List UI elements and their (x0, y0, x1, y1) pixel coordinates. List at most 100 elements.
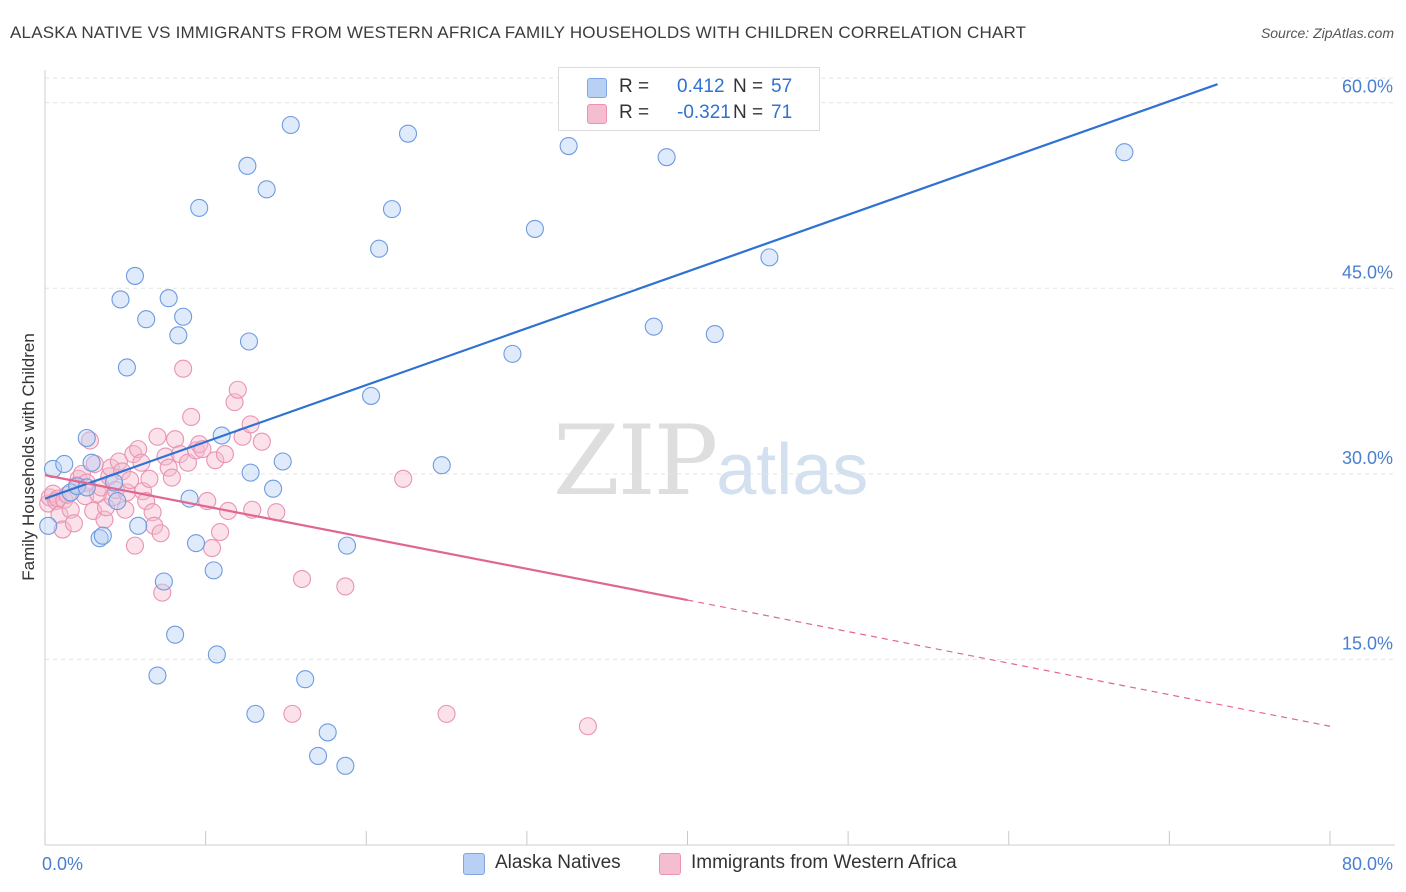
alaska-native-point (55, 454, 74, 474)
western-africa-point (203, 539, 222, 558)
n-label: N = (733, 76, 764, 97)
alaska-native-point (137, 310, 156, 329)
x-tick-label: 80.0% (1342, 854, 1393, 874)
alaska-native-point (264, 479, 283, 498)
western-africa-point (211, 522, 230, 542)
western-africa-point (143, 503, 162, 522)
r-value: 0.412 (677, 76, 725, 97)
watermark-zip: ZIP (553, 405, 718, 517)
alaska-native-point (111, 290, 130, 309)
alaska-native-point (204, 561, 223, 580)
western-africa-point (336, 577, 355, 596)
western-africa-point (151, 524, 170, 543)
western-africa-trendline-extension (687, 599, 1331, 727)
alaska-native-point (77, 428, 96, 448)
alaska-native-point (82, 453, 101, 472)
alaska-native-point (559, 136, 578, 156)
alaska-native-point (273, 452, 292, 471)
alaska-native-point (39, 516, 58, 535)
alaska-native-point (246, 704, 265, 723)
r-value: -0.321 (677, 102, 731, 123)
alaska-native-point (432, 456, 451, 475)
watermark: ZIPatlas (553, 405, 868, 517)
western-africa-point (394, 469, 413, 488)
western-africa-point (182, 407, 201, 427)
alaska-native-point (129, 516, 148, 535)
series-legend: Alaska Natives Immigrants from Western A… (0, 852, 1406, 876)
western-africa-point (578, 717, 597, 736)
y-tick-label: 15.0% (1342, 633, 1393, 653)
western-africa-point (174, 359, 193, 378)
western-africa-trendline (44, 474, 688, 602)
western-africa-point (96, 498, 116, 517)
alaska-native-point (117, 358, 136, 377)
alaska-native-point (238, 156, 257, 175)
western-africa-point (64, 514, 83, 533)
correlation-legend: R = 0.412 N = 57 R = -0.321 N = 71 (558, 67, 820, 131)
alaska-native-point (337, 536, 357, 555)
alaska-native-point (398, 124, 418, 143)
alaska-native-point (174, 307, 193, 326)
blue-swatch (463, 853, 485, 875)
alaska-native-point (309, 746, 328, 765)
alaska-native-point (257, 180, 276, 199)
alaska-native-point (382, 200, 402, 219)
alaska-native-point (241, 463, 260, 482)
alaska-native-point (190, 198, 209, 217)
western-africa-point (241, 415, 260, 434)
western-africa-point (215, 445, 234, 464)
n-value: 57 (771, 76, 793, 97)
r-label: R = (619, 102, 650, 123)
western-africa-point (129, 440, 148, 459)
n-value: 71 (771, 102, 793, 123)
alaska-native-point (296, 670, 315, 689)
alaska-native-point (705, 325, 724, 344)
alaska-native-point (318, 723, 337, 742)
x-tick-label: 0.0% (42, 854, 83, 874)
alaska-native-point (90, 529, 109, 548)
alaska-native-point (159, 289, 178, 308)
western-africa-point (283, 704, 302, 723)
alaska-native-point (169, 326, 188, 345)
alaska-native-point (154, 572, 173, 591)
western-africa-point (125, 536, 144, 555)
western-africa-point (159, 458, 178, 477)
legend-label: Immigrants from Western Africa (691, 852, 957, 873)
n-label: N = (733, 102, 764, 123)
alaska-native-point (644, 317, 663, 336)
y-tick-label: 60.0% (1342, 77, 1393, 97)
alaska-native-point (657, 148, 676, 167)
western-africa-point (121, 471, 140, 490)
alaska-native-point (503, 344, 522, 363)
western-africa-point (53, 520, 72, 539)
western-africa-point (140, 469, 159, 488)
alaska-native-point (281, 115, 300, 135)
western-africa-point (437, 704, 456, 723)
alaska-native-point (93, 526, 112, 545)
blue-swatch (587, 78, 607, 98)
western-africa-point (148, 427, 167, 446)
alaska-native-point (108, 492, 127, 511)
pink-swatch (659, 853, 681, 875)
r-label: R = (619, 76, 650, 97)
alaska-natives-trendline (44, 83, 1218, 500)
alaska-native-point (525, 219, 544, 238)
chart-title: ALASKA NATIVE VS IMMIGRANTS FROM WESTERN… (10, 23, 1027, 42)
source-label: Source: ZipAtlas.com (1260, 25, 1394, 41)
y-axis-label: Family Households with Children (19, 333, 38, 581)
western-africa-point (206, 451, 225, 470)
western-africa-point (137, 492, 156, 511)
alaska-native-point (1115, 143, 1134, 162)
alaska-native-point (336, 756, 355, 775)
western-africa-point (109, 452, 128, 471)
western-africa-point (228, 380, 247, 399)
alaska-native-point (125, 266, 144, 285)
western-africa-point (292, 569, 312, 589)
y-tick-label: 45.0% (1342, 262, 1393, 282)
western-africa-point (162, 468, 181, 487)
watermark-atlas: atlas (716, 430, 869, 510)
pink-swatch (587, 104, 607, 124)
alaska-native-point (239, 332, 259, 351)
alaska-native-point (207, 645, 226, 664)
